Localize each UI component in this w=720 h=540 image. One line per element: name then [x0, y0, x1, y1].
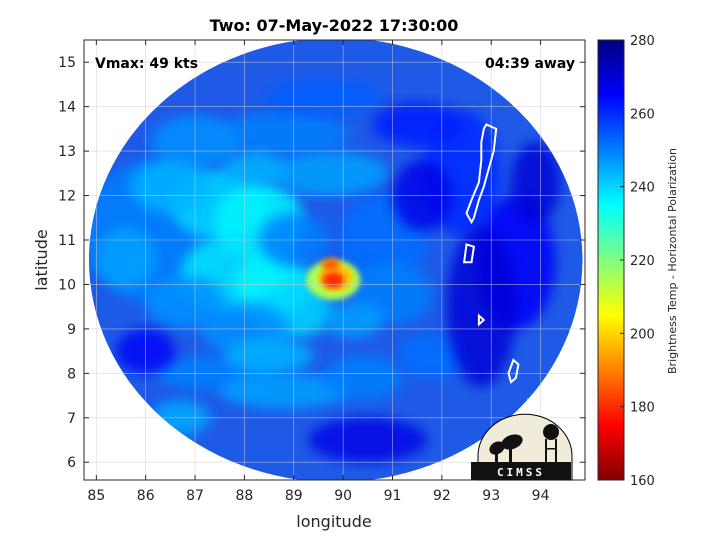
x-tick-label: 87: [186, 488, 204, 504]
x-tick-label: 88: [236, 488, 254, 504]
gridlines: [84, 40, 585, 480]
x-tick-label: 94: [532, 488, 550, 504]
colorbar-label: Brightness Temp - Horizontal Polarizatio…: [666, 148, 679, 374]
band-blob: [372, 102, 462, 147]
band-blob: [145, 275, 225, 329]
y-tick-label: 7: [67, 411, 76, 427]
y-tick-label: 13: [58, 144, 76, 160]
band-blob: [323, 302, 383, 338]
vmax-annotation: Vmax: 49 kts: [95, 56, 198, 72]
y-tick-label: 14: [58, 100, 76, 116]
y-tick-label: 11: [58, 233, 76, 249]
band-blob: [224, 337, 314, 374]
time-away-annotation: 04:39 away: [485, 56, 575, 72]
x-axis-ticks: 85 86 87 88 89 90 91 92 93 94: [87, 40, 550, 504]
band-blob: [96, 226, 156, 289]
y-tick-label: 12: [58, 189, 76, 205]
colorbar-ticks: 160 180 200 220 240 260 280: [620, 34, 655, 489]
eyewall-core: [322, 272, 345, 288]
x-tick-label: 89: [285, 488, 303, 504]
colorbar-tick-label: 180: [630, 401, 655, 416]
y-tick-label: 15: [58, 55, 76, 71]
band-blob: [264, 80, 383, 116]
warm-patch: [308, 417, 428, 463]
satellite-dish-icon: [489, 434, 523, 462]
band-blob: [397, 333, 467, 378]
y-axis-label: latitude: [32, 229, 51, 290]
band-blob: [323, 355, 403, 400]
x-tick-label: 90: [334, 488, 352, 504]
warm-patch: [446, 226, 516, 387]
band-blob: [130, 160, 210, 214]
y-tick-label: 9: [67, 322, 76, 338]
colorbar-tick-label: 260: [630, 107, 655, 122]
island-outline: [477, 313, 486, 327]
y-tick-label: 10: [58, 277, 76, 293]
cimss-logo: CIMSS: [471, 413, 573, 481]
colorbar: [597, 39, 625, 481]
island-outline: [507, 358, 520, 385]
x-tick-label: 93: [482, 488, 500, 504]
band-blob: [269, 151, 388, 196]
colorbar-tick-label: 200: [630, 327, 655, 342]
y-tick-label: 8: [67, 366, 76, 382]
logo-banner: [471, 462, 571, 480]
colorbar-tick-label: 220: [630, 254, 655, 269]
colorbar-tick-label: 280: [630, 34, 655, 49]
logo-text: CIMSS: [497, 466, 545, 479]
band-blob: [219, 373, 349, 409]
axes-frame: [83, 39, 586, 481]
colorbar-tick-label: 240: [630, 181, 655, 196]
island-outline: [465, 123, 498, 225]
y-tick-label: 6: [67, 455, 76, 471]
water-tower-icon: [543, 424, 559, 462]
colorbar-tick-label: 160: [630, 474, 655, 489]
band-blob: [224, 151, 284, 187]
x-tick-label: 86: [137, 488, 155, 504]
band-blob: [219, 111, 349, 156]
x-axis-label: longitude: [296, 512, 371, 531]
chart-title: Two: 07-May-2022 17:30:00: [210, 16, 459, 35]
y-axis-ticks: 6 7 8 9 10 11 12 13 14 15: [58, 55, 585, 471]
x-tick-label: 91: [384, 488, 402, 504]
x-tick-label: 92: [433, 488, 451, 504]
island-outline: [462, 243, 476, 264]
x-tick-label: 85: [87, 488, 105, 504]
warm-patch: [510, 142, 561, 223]
eyewall-core: [321, 258, 340, 271]
plot-area: [84, 40, 585, 480]
